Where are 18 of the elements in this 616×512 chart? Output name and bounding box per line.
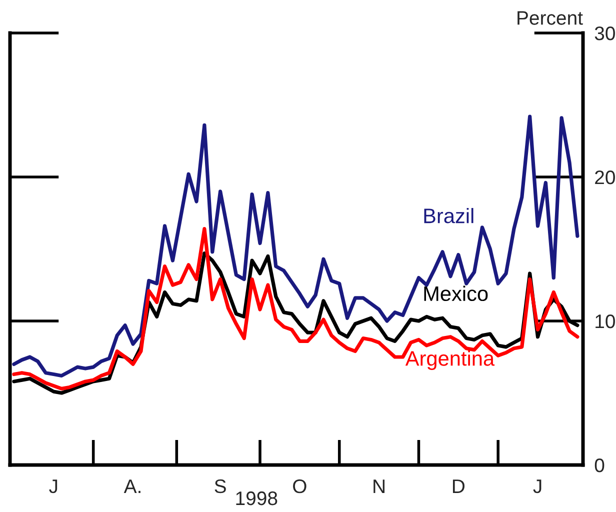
y-tick-label: 30 [594,26,615,40]
x-tick-label: J [533,480,542,494]
x-tick-label: O [293,479,306,494]
series-label: Brazil [424,208,474,224]
x-tick-label: N [374,480,384,493]
x-axis-title: 1998 [236,491,278,506]
series-label: Argentina [405,350,495,370]
y-tick-label: 20 [595,170,615,184]
x-tick-label: S [214,479,226,494]
x-tick-label: A. [124,480,140,493]
line-series [12,227,580,390]
y-tick-label: 0 [594,458,604,472]
series-label: Mexico [424,286,488,302]
x-tick-label: D [452,480,464,493]
x-tick-label: J [49,480,58,494]
line-series [12,114,580,378]
y-tick-label: 10 [596,314,615,328]
y-axis-title: Percent [518,11,583,25]
